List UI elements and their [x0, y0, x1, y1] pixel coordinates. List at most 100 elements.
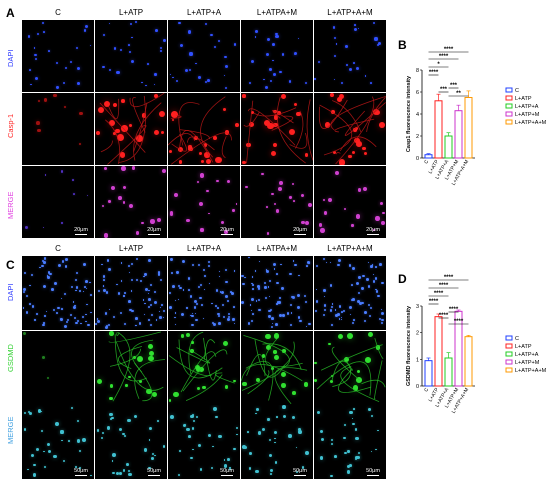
y-tick-label: 4	[416, 112, 419, 118]
sig-label-3: ****	[429, 299, 439, 305]
micrograph-tile-dapi	[22, 20, 94, 92]
scale-bar-label: 20μm	[147, 227, 161, 233]
column-header-1: L+ATP	[118, 8, 144, 17]
bar-0	[424, 154, 433, 159]
legend-swatch-2	[505, 103, 513, 109]
scale-bar	[294, 234, 306, 235]
micrograph-tile-dapi2	[22, 256, 94, 330]
row-label-gsdmd: GSDMD	[6, 344, 15, 372]
sig-label-4: ***	[440, 87, 448, 93]
micrograph-tile-dapi2	[95, 256, 167, 330]
legend-label-2: L+ATP+A	[515, 352, 539, 358]
micrograph-tile-mergeG: 50μm	[22, 405, 94, 479]
legend-swatch-0	[505, 335, 513, 341]
legend-label-3: L+ATP+M	[515, 360, 540, 366]
panel-letter-d: D	[398, 272, 407, 286]
column-header-2: L+ATP+A	[186, 8, 222, 17]
micrograph-tile-dapi	[95, 20, 167, 92]
micrograph-tile-mergeG: 50μm	[241, 405, 313, 479]
sig-label-5: ***	[450, 83, 458, 89]
legend-label-4: L+ATP+A+M	[515, 368, 547, 374]
legend-swatch-3	[505, 111, 513, 117]
micrograph-tile-casp	[168, 93, 240, 165]
scale-bar-label: 20μm	[220, 227, 234, 233]
legend-swatch-4	[505, 367, 513, 373]
scale-bar	[75, 475, 87, 476]
scale-bar-label: 50μm	[74, 468, 88, 474]
scale-bar	[75, 234, 87, 235]
micrograph-tile-gsdmdw	[22, 331, 94, 405]
bar-2	[444, 135, 453, 159]
panel-letter-c: C	[6, 258, 15, 272]
micrograph-tile-dapi2	[241, 256, 313, 330]
sig-label-3: ****	[429, 70, 439, 76]
x-tick-label-0: C	[423, 159, 430, 165]
sig-label-4: ****	[439, 313, 449, 319]
legend-swatch-0	[505, 87, 513, 93]
column-header-0: C	[55, 8, 61, 17]
bar-3	[454, 310, 463, 387]
column-header-4: L+ATP+A+M	[327, 244, 373, 253]
y-tick-label: 3	[416, 304, 419, 310]
legend-label-1: L+ATP	[515, 96, 532, 102]
scale-bar-label: 20μm	[293, 227, 307, 233]
micrograph-tile-dapi2	[168, 256, 240, 330]
column-header-0: C	[55, 244, 61, 253]
micrograph-tile-caspw	[22, 93, 94, 165]
sig-label-6: ****	[454, 319, 464, 325]
legend-swatch-3	[505, 359, 513, 365]
micrograph-tile-dapi	[314, 20, 386, 92]
y-tick-label: 0	[416, 156, 419, 162]
micrograph-tile-casp	[314, 93, 386, 165]
micrograph-tile-gsdmd	[95, 331, 167, 405]
sig-label-5: ****	[449, 307, 459, 313]
y-tick-label: 2	[416, 134, 419, 140]
sig-label-0: ****	[444, 275, 454, 281]
micrograph-tile-mergeA: 20μm	[168, 166, 240, 238]
micrograph-tile-mergeC: 20μm	[22, 166, 94, 238]
scale-bar	[367, 475, 379, 476]
legend-label-4: L+ATP+A+M	[515, 120, 547, 126]
legend-label-0: C	[515, 88, 519, 94]
bar-4	[464, 97, 473, 159]
scale-bar	[367, 234, 379, 235]
scale-bar-label: 50μm	[293, 468, 307, 474]
scale-bar	[148, 234, 160, 235]
row-label-merge-bottom: MERGE	[6, 416, 15, 444]
column-header-2: L+ATP+A	[186, 244, 222, 253]
scale-bar	[294, 475, 306, 476]
column-header-3: L+ATPA+M	[256, 244, 298, 253]
row-label-casp1: Casp-1	[6, 113, 15, 139]
micrograph-tile-mergeG: 50μm	[314, 405, 386, 479]
y-axis-label: GSDMD fluorescence intensity	[406, 305, 412, 386]
legend-label-0: C	[515, 336, 519, 342]
sig-label-1: ****	[439, 54, 449, 60]
micrograph-tile-mergeA: 20μm	[314, 166, 386, 238]
y-tick-label: 8	[416, 68, 419, 74]
micrograph-tile-mergeA: 20μm	[241, 166, 313, 238]
legend-label-2: L+ATP+A	[515, 104, 539, 110]
sig-label-2: ****	[434, 291, 444, 297]
sig-label-1: ****	[439, 283, 449, 289]
legend-swatch-2	[505, 351, 513, 357]
row-label-merge-top: MERGE	[6, 191, 15, 219]
scale-bar-label: 50μm	[147, 468, 161, 474]
bar-0	[424, 360, 433, 387]
column-header-1: L+ATP	[118, 244, 144, 253]
scale-bar-label: 20μm	[366, 227, 380, 233]
scale-bar-label: 20μm	[74, 227, 88, 233]
panel-letter-b: B	[398, 38, 407, 52]
y-tick-label: 1	[416, 357, 419, 363]
scale-bar-label: 50μm	[220, 468, 234, 474]
scale-bar-label: 50μm	[366, 468, 380, 474]
bar-4	[464, 336, 473, 387]
bar-3	[454, 110, 463, 159]
legend-swatch-1	[505, 343, 513, 349]
bar-2	[444, 357, 453, 387]
scale-bar	[221, 234, 233, 235]
bar-1	[434, 100, 443, 159]
micrograph-tile-casp	[241, 93, 313, 165]
micrograph-tile-mergeG: 50μm	[95, 405, 167, 479]
sig-label-0: ****	[444, 47, 454, 53]
legend-label-3: L+ATP+M	[515, 112, 540, 118]
